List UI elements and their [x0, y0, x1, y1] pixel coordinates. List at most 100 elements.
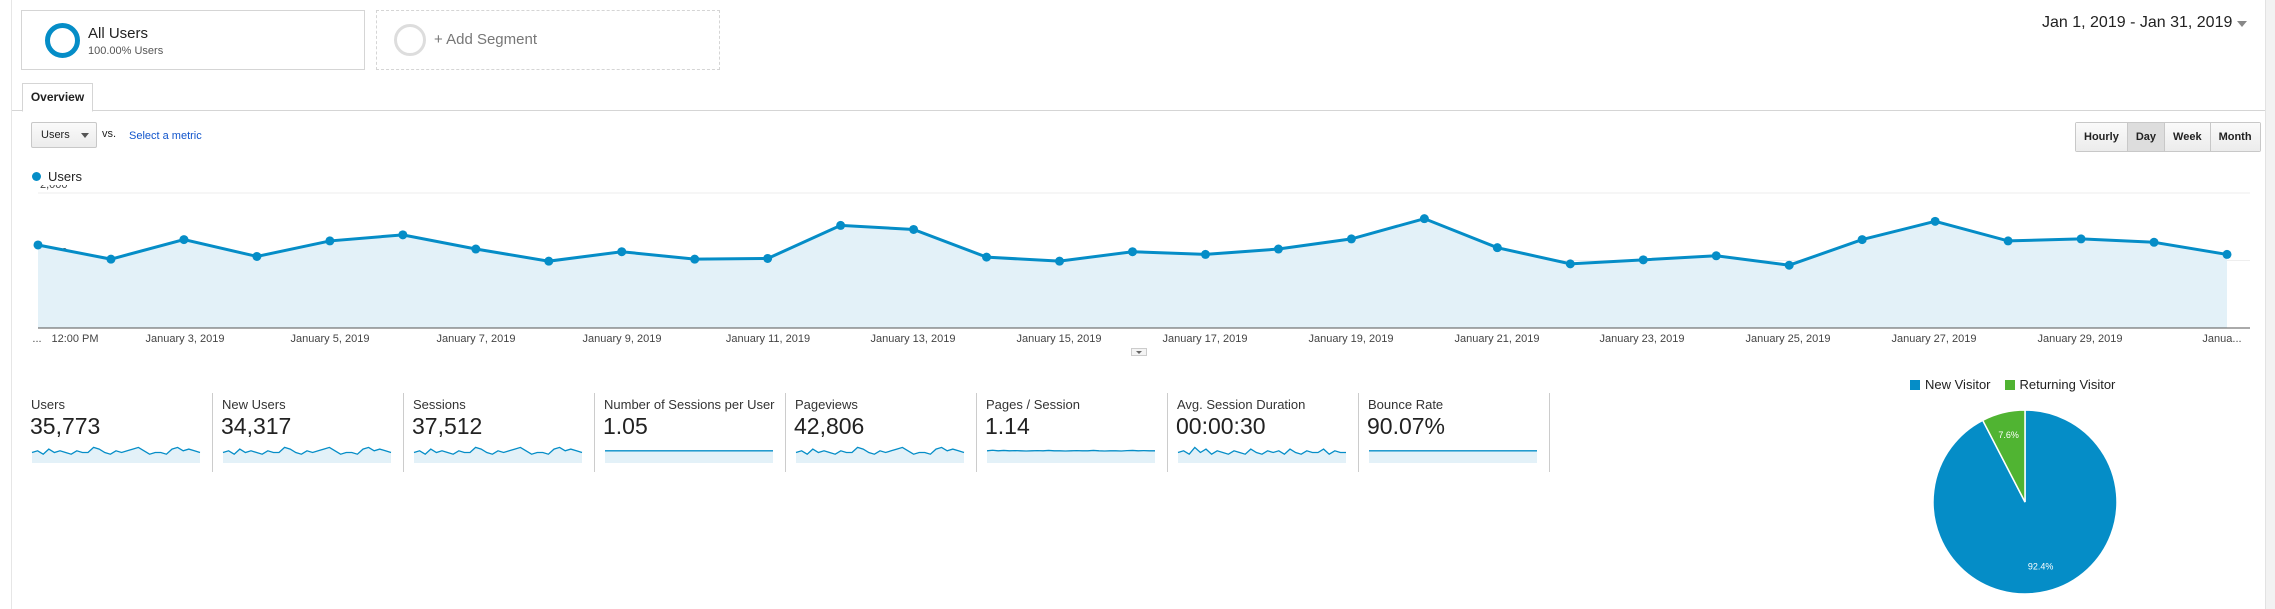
- sparkline-area: [32, 447, 200, 463]
- new-visitor-swatch: [1910, 380, 1920, 390]
- series-legend-dot: [32, 172, 41, 181]
- data-point: [1419, 214, 1429, 224]
- scorecard-value: 1.14: [985, 413, 1030, 439]
- pie-legend-new[interactable]: New Visitor: [1910, 377, 1991, 392]
- scorecard-value: 35,773: [30, 413, 101, 439]
- data-point: [325, 236, 335, 246]
- data-point: [2149, 237, 2159, 247]
- data-point: [106, 254, 116, 264]
- scorecard-sparkline: [1369, 450, 1537, 463]
- sparkline-area: [987, 450, 1155, 463]
- data-point: [1055, 256, 1065, 266]
- scorecard-value: 00:00:30: [1176, 413, 1266, 439]
- chevron-down-icon[interactable]: [2237, 21, 2247, 27]
- pie-slice-returning-visitor: [1981, 409, 2026, 503]
- x-tick-label: January 15, 2019: [1016, 333, 1101, 345]
- pie-legend-returning-label: Returning Visitor: [2019, 377, 2116, 392]
- sparkline-line: [986, 449, 1155, 452]
- pie-slice-label: 92.4%: [2028, 561, 2054, 571]
- scorecard-label: Number of Sessions per User: [604, 397, 775, 412]
- x-tick-label: January 17, 2019: [1162, 333, 1247, 345]
- scorecard[interactable]: Pageviews 42,806: [786, 393, 977, 472]
- scorecard-sparkline: [31, 446, 201, 463]
- sparkline-area: [414, 447, 582, 463]
- month-button[interactable]: Month: [2210, 123, 2260, 151]
- scorecard-sparkline: [413, 446, 583, 463]
- x-tick-label: January 9, 2019: [583, 333, 662, 345]
- hourly-button[interactable]: Hourly: [2076, 123, 2128, 151]
- x-tick-label: January 7, 2019: [437, 333, 516, 345]
- sparkline-line: [31, 446, 201, 456]
- data-point: [544, 256, 554, 266]
- scorecard-value: 34,317: [221, 413, 292, 439]
- scorecard-label: New Users: [222, 397, 286, 412]
- scorecard-label: Avg. Session Duration: [1177, 397, 1306, 412]
- series-area: [38, 218, 2227, 328]
- returning-visitor-swatch: [2004, 380, 2015, 390]
- x-tick-label: January 19, 2019: [1308, 333, 1393, 345]
- add-segment-button[interactable]: + Add Segment: [376, 10, 720, 70]
- x-tick-label: Janua...: [2202, 333, 2241, 345]
- tab-overview[interactable]: Overview: [22, 83, 93, 112]
- scorecard-value: 90.07%: [1367, 413, 1446, 439]
- caret-down-icon: [1136, 351, 1142, 354]
- sparkline-line: [1177, 446, 1346, 456]
- scorecard[interactable]: Pages / Session 1.14: [977, 393, 1168, 472]
- sparkline-area: [796, 447, 964, 463]
- pie-legend-returning[interactable]: Returning Visitor: [2004, 377, 2116, 392]
- x-tick-label: January 3, 2019: [146, 333, 225, 345]
- data-point: [1638, 255, 1648, 265]
- scorecard-sparkline: [222, 446, 392, 463]
- scorecard-sparkline: [1177, 446, 1346, 463]
- right-scrollbar[interactable]: [2265, 0, 2275, 609]
- data-point: [1857, 235, 1867, 245]
- data-point: [1346, 234, 1356, 244]
- chart-resize-handle[interactable]: [1131, 348, 1147, 356]
- pie-legend-new-label: New Visitor: [1925, 377, 1991, 392]
- data-point: [836, 220, 846, 230]
- segment-all-users[interactable]: All Users 100.00% Users: [21, 10, 365, 70]
- data-point: [1930, 216, 1940, 226]
- y-tick-label: 2,000: [40, 185, 68, 191]
- scorecard[interactable]: Avg. Session Duration 00:00:30: [1168, 393, 1359, 472]
- select-metric-link[interactable]: Select a metric: [129, 130, 202, 142]
- scorecard-label: Pages / Session: [986, 397, 1080, 412]
- date-range-picker[interactable]: Jan 1, 2019 - Jan 31, 2019: [2042, 14, 2233, 31]
- scorecards: Users 35,773 New Users 34,317 Sessions 37,512…: [22, 393, 1550, 472]
- metric-select-value: Users: [41, 129, 70, 141]
- data-point: [252, 251, 262, 261]
- scorecard[interactable]: New Users 34,317: [213, 393, 404, 472]
- vs-label: vs.: [102, 128, 117, 140]
- x-tick-label: ...: [32, 333, 41, 345]
- segment-title: All Users: [88, 25, 149, 42]
- data-point: [2003, 236, 2013, 246]
- sparkline-line: [795, 446, 965, 456]
- pie-slice-label: 7.6%: [1998, 430, 2019, 440]
- metric-select[interactable]: Users: [31, 122, 97, 148]
- data-point: [763, 253, 773, 263]
- data-point: [617, 247, 627, 257]
- scorecard[interactable]: Bounce Rate 90.07%: [1359, 393, 1550, 472]
- scorecard-label: Users: [31, 397, 65, 412]
- week-button[interactable]: Week: [2165, 123, 2211, 151]
- sparkline-line: [222, 446, 392, 456]
- pie-legend: New Visitor Returning Visitor: [1910, 377, 2115, 392]
- day-button[interactable]: Day: [2127, 123, 2166, 151]
- scorecard[interactable]: Users 35,773: [22, 393, 213, 472]
- data-point: [1784, 260, 1794, 270]
- x-tick-label: January 25, 2019: [1745, 333, 1830, 345]
- data-point: [982, 252, 992, 262]
- scorecard-sparkline: [986, 449, 1155, 463]
- granularity-buttons: Hourly Day Week Month: [2075, 122, 2261, 152]
- scorecard[interactable]: Sessions 37,512: [404, 393, 595, 472]
- add-segment-label: + Add Segment: [434, 31, 537, 48]
- data-point: [1200, 249, 1210, 259]
- scorecard[interactable]: Number of Sessions per User 1.05: [595, 393, 786, 472]
- data-point: [179, 235, 189, 245]
- scorecard-sparkline: [605, 450, 773, 463]
- scorecard-label: Sessions: [413, 397, 466, 412]
- x-tick-label: January 13, 2019: [870, 333, 955, 345]
- series-legend-label[interactable]: Users: [48, 169, 82, 184]
- left-frame: [0, 0, 12, 609]
